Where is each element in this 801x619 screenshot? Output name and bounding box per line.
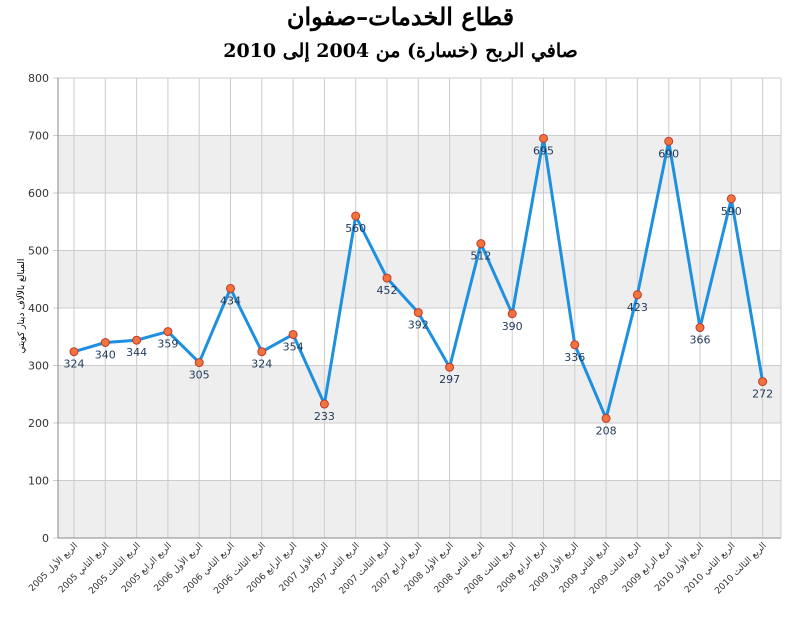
data-point bbox=[726, 194, 736, 204]
data-point bbox=[539, 133, 548, 143]
grid-band bbox=[58, 365, 781, 423]
y-tick-label: 800 bbox=[28, 72, 49, 85]
data-label: 452 bbox=[377, 284, 398, 297]
data-label: 340 bbox=[95, 349, 116, 362]
y-tick-label: 100 bbox=[28, 475, 49, 488]
data-point bbox=[163, 327, 173, 337]
y-tick-label: 200 bbox=[28, 417, 49, 430]
data-point bbox=[194, 358, 204, 368]
data-label: 297 bbox=[439, 373, 460, 386]
data-point bbox=[570, 340, 580, 350]
data-label: 392 bbox=[408, 319, 429, 332]
data-point bbox=[288, 329, 298, 339]
data-label: 390 bbox=[502, 320, 523, 333]
data-label: 336 bbox=[564, 351, 585, 364]
data-point bbox=[413, 308, 423, 318]
data-point bbox=[758, 377, 768, 387]
data-label: 354 bbox=[283, 340, 304, 353]
data-point bbox=[100, 338, 110, 347]
data-label: 324 bbox=[251, 358, 272, 371]
y-tick-label: 600 bbox=[28, 187, 49, 200]
y-tick-label: 400 bbox=[28, 302, 49, 315]
data-point bbox=[507, 309, 517, 319]
chart-title: قطاع الخدمات–صفوان bbox=[286, 2, 515, 31]
grid-band bbox=[58, 480, 781, 538]
data-label: 434 bbox=[220, 294, 241, 307]
grid-band bbox=[58, 250, 781, 308]
data-label: 423 bbox=[627, 301, 648, 314]
data-point bbox=[226, 283, 235, 293]
y-tick-label: 700 bbox=[28, 130, 49, 143]
data-point bbox=[601, 413, 611, 423]
data-label: 690 bbox=[658, 147, 679, 160]
y-tick-label: 300 bbox=[28, 360, 49, 373]
data-point bbox=[382, 273, 392, 283]
chart-subtitle: صافي الربح (خسارة) من 2004 إلى 2010 bbox=[223, 40, 578, 62]
data-point bbox=[132, 335, 142, 345]
data-label: 324 bbox=[64, 358, 85, 371]
data-point bbox=[257, 347, 267, 357]
data-label: 560 bbox=[345, 222, 366, 235]
data-label: 590 bbox=[721, 205, 742, 218]
data-point bbox=[632, 290, 642, 300]
data-label: 344 bbox=[126, 346, 147, 359]
data-point bbox=[351, 211, 361, 221]
data-point bbox=[476, 239, 486, 249]
data-point bbox=[69, 347, 79, 357]
data-point bbox=[664, 136, 674, 146]
y-tick-label: 500 bbox=[28, 245, 49, 258]
data-label: 208 bbox=[596, 424, 617, 437]
data-label: 305 bbox=[189, 369, 210, 382]
data-point bbox=[695, 323, 705, 333]
data-label: 695 bbox=[533, 144, 554, 157]
data-label: 359 bbox=[157, 338, 178, 351]
data-label: 272 bbox=[752, 388, 773, 401]
data-point bbox=[445, 362, 455, 372]
data-label: 512 bbox=[470, 250, 491, 263]
y-tick-label: 0 bbox=[42, 532, 49, 545]
data-label: 366 bbox=[690, 334, 711, 347]
data-label: 233 bbox=[314, 410, 335, 423]
data-point bbox=[319, 399, 329, 409]
